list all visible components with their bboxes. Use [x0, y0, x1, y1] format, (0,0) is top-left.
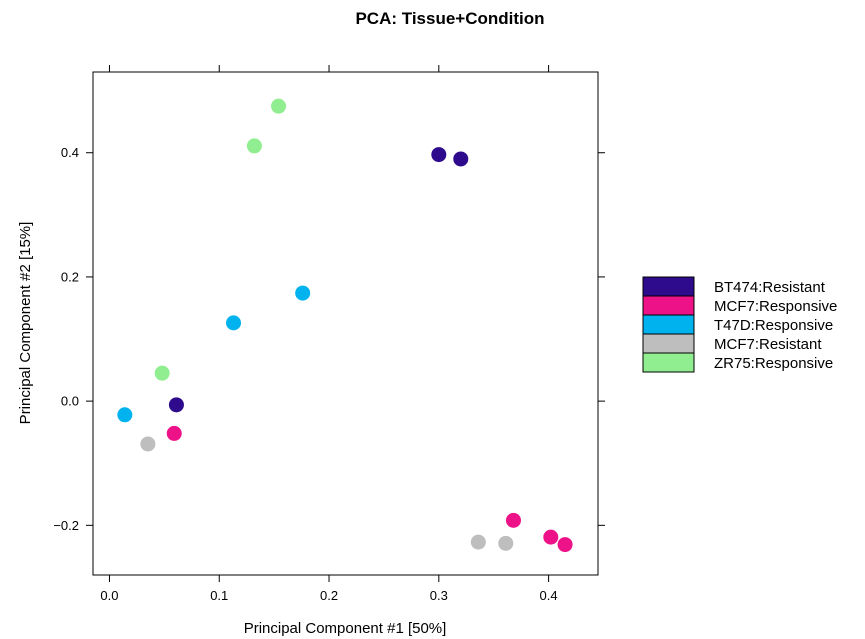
data-point — [246, 138, 262, 154]
x-tick-label: 0.3 — [430, 588, 448, 603]
data-point — [498, 535, 514, 551]
y-tick-label: 0.0 — [61, 394, 79, 409]
data-points — [117, 98, 573, 553]
x-tick-label: 0.4 — [540, 588, 558, 603]
data-point — [543, 529, 559, 545]
data-point — [117, 407, 133, 423]
data-point — [505, 512, 521, 528]
data-point — [140, 436, 156, 452]
chart-title: PCA: Tissue+Condition — [355, 9, 544, 28]
plot-frame — [92, 71, 599, 576]
data-point — [154, 365, 170, 381]
legend-label: T47D:Responsive — [714, 317, 833, 334]
data-point — [166, 425, 182, 441]
y-tick-label: −0.2 — [53, 518, 79, 533]
x-axis-label: Principal Component #1 [50%] — [244, 620, 447, 637]
legend: BT474:Resistant MCF7:Responsive T47D:Respo… — [642, 276, 837, 373]
legend-swatch — [642, 314, 695, 335]
data-point — [557, 537, 573, 553]
x-tick-label: 0.2 — [320, 588, 338, 603]
data-point — [168, 397, 184, 413]
legend-label: MCF7:Resistant — [714, 336, 822, 353]
data-point — [470, 534, 486, 550]
legend-swatch — [642, 333, 695, 354]
y-tick-label: 0.4 — [61, 145, 79, 160]
y-tick-label: 0.2 — [61, 269, 79, 284]
data-point — [226, 315, 242, 331]
legend-swatch — [642, 276, 695, 297]
x-tick-label: 0.1 — [210, 588, 228, 603]
legend-label: ZR75:Responsive — [714, 355, 833, 372]
data-point — [453, 151, 469, 167]
data-point — [295, 285, 311, 301]
y-axis-label: Principal Component #2 [15%] — [17, 222, 34, 425]
legend-label: MCF7:Responsive — [714, 298, 837, 315]
legend-label: BT474:Resistant — [714, 279, 826, 296]
legend-swatch — [642, 352, 695, 373]
axis-ticks: 0.0 0.1 0.2 0.3 0.4 −0.2 0.0 0.2 0.4 — [53, 65, 605, 603]
data-point — [271, 98, 287, 114]
data-point — [431, 147, 447, 163]
legend-swatch — [642, 295, 695, 316]
x-tick-label: 0.0 — [100, 588, 118, 603]
